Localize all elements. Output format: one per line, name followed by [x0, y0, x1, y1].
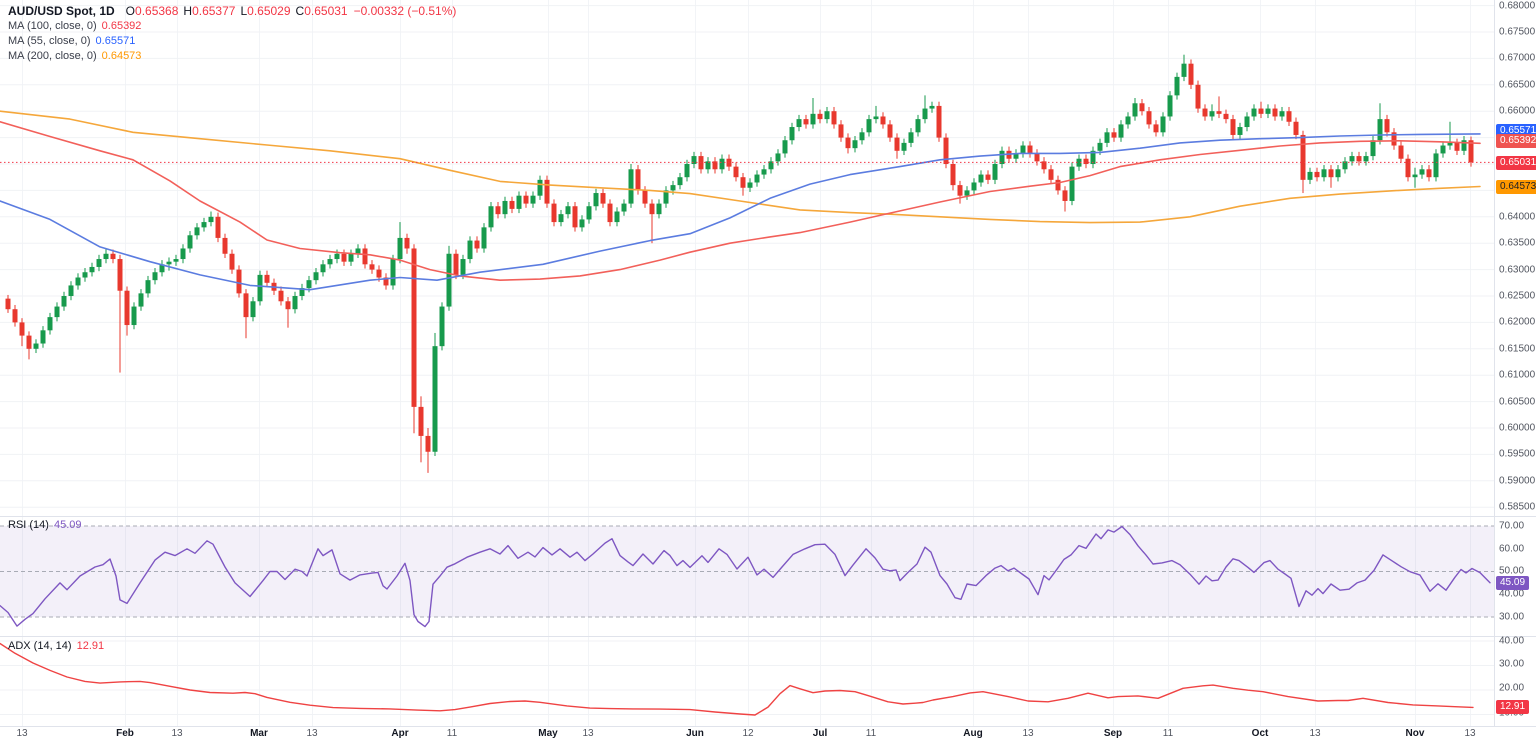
- price-axis-label: 0.68000: [1499, 0, 1536, 12]
- price-axis-label: 0.60000: [1499, 422, 1536, 434]
- ma-legend-row[interactable]: MA (100, close, 0) 0.65392: [8, 19, 456, 34]
- close-value: 0.65031: [304, 4, 348, 18]
- ma-legend: MA (100, close, 0) 0.65392 MA (55, close, …: [8, 19, 456, 64]
- pane-separator-rsi[interactable]: [0, 516, 1536, 517]
- price-axis-label: 0.61500: [1499, 343, 1536, 355]
- legend: AUD/USD Spot, 1D O0.65368 H0.65377 L0.65029…: [8, 3, 456, 64]
- rsi-axis-label: 50.00: [1499, 565, 1525, 577]
- ma-legend-row[interactable]: MA (200, close, 0) 0.64573: [8, 49, 456, 64]
- adx-pane-label: ADX (14, 14) 12.91: [8, 640, 104, 652]
- ma200-line: [0, 110, 1481, 224]
- candles: [5, 54, 1474, 473]
- time-axis-separator: [0, 726, 1536, 727]
- price-axis-label: 0.67500: [1499, 26, 1536, 38]
- time-axis-label: May: [538, 728, 558, 739]
- time-axis-label: Aug: [963, 728, 983, 739]
- time-axis-label: 11: [865, 728, 877, 739]
- time-axis-label: 11: [446, 728, 458, 739]
- price-axis-label: 0.62500: [1499, 290, 1536, 302]
- price-axis-label: 0.60500: [1499, 396, 1536, 408]
- ma-name: MA (200, close, 0): [8, 50, 97, 62]
- high-value: 0.65377: [192, 4, 236, 18]
- symbol-title[interactable]: AUD/USD Spot, 1D: [8, 4, 115, 18]
- rsi-pane-label: RSI (14) 45.09: [8, 519, 82, 531]
- time-axis-label: Jun: [686, 728, 704, 739]
- change-value: −0.00332 (−0.51%): [353, 4, 457, 18]
- price-axis-label: 0.63000: [1499, 264, 1536, 276]
- ma-value: 0.65571: [95, 35, 136, 47]
- price-axis-separator: [1494, 0, 1495, 726]
- price-axis-label: 0.67000: [1499, 52, 1536, 64]
- symbol-ohlc-row: AUD/USD Spot, 1D O0.65368 H0.65377 L0.65029…: [8, 3, 456, 19]
- ma-value: 0.64573: [101, 50, 142, 62]
- time-axis-label: 13: [171, 728, 183, 739]
- last-price-badge: 0.65031: [1496, 155, 1536, 170]
- time-axis-label: 13: [582, 728, 594, 739]
- time-axis-label: Jul: [812, 728, 828, 739]
- rsi-axis-label: 40.00: [1499, 588, 1525, 600]
- adx-axis-label: 20.00: [1499, 682, 1525, 694]
- ma-legend-row[interactable]: MA (55, close, 0) 0.65571: [8, 34, 456, 49]
- open-label: O: [125, 4, 136, 18]
- time-axis-label: Apr: [391, 728, 409, 739]
- rsi-value: 45.09: [53, 519, 82, 531]
- price-axis-label: 0.63500: [1499, 237, 1536, 249]
- low-value: 0.65029: [247, 4, 291, 18]
- rsi-value-badge: 45.09: [1496, 575, 1530, 590]
- time-axis-label: 13: [1022, 728, 1034, 739]
- time-axis-label: Oct: [1251, 728, 1269, 739]
- time-axis-label: 13: [1309, 728, 1321, 739]
- open-value: 0.65368: [135, 4, 179, 18]
- rsi-line: [0, 525, 1491, 628]
- adx-value: 12.91: [76, 640, 105, 652]
- time-axis-label: 13: [306, 728, 318, 739]
- adx-line: [0, 642, 1474, 716]
- ma-name: MA (100, close, 0): [8, 20, 97, 32]
- price-axis-label: 0.61000: [1499, 369, 1536, 381]
- adx-axis-label: 40.00: [1499, 635, 1525, 647]
- price-axis-label: 0.64000: [1499, 211, 1536, 223]
- price-axis-label: 0.66500: [1499, 79, 1536, 91]
- rsi-axis-label: 60.00: [1499, 543, 1525, 555]
- ma-value: 0.65392: [101, 20, 142, 32]
- time-axis-label: Feb: [116, 728, 134, 739]
- time-axis-label: Nov: [1405, 728, 1425, 739]
- ma100-price-badge: 0.65392: [1496, 134, 1536, 148]
- high-label: H: [183, 4, 193, 18]
- time-axis-label: 12: [742, 728, 754, 739]
- low-label: L: [240, 4, 248, 18]
- time-axis-label: 11: [1162, 728, 1174, 739]
- rsi-axis-label: 30.00: [1499, 611, 1525, 623]
- price-axis-label: 0.59000: [1499, 475, 1536, 487]
- time-axis-label: 13: [16, 728, 28, 739]
- time-axis-label: 13: [1464, 728, 1476, 739]
- rsi-label[interactable]: RSI (14): [8, 519, 49, 531]
- adx-axis-label: 30.00: [1499, 658, 1525, 669]
- ma55-line: [0, 133, 1481, 291]
- price-axis-label: 0.66000: [1499, 105, 1536, 117]
- rsi-axis-label: 70.00: [1499, 520, 1525, 532]
- close-label: C: [295, 4, 305, 18]
- pane-separator-adx[interactable]: [0, 636, 1536, 637]
- ma-name: MA (55, close, 0): [8, 35, 91, 47]
- adx-value-badge: 12.91: [1496, 700, 1530, 715]
- price-axis-label: 0.62000: [1499, 316, 1536, 328]
- price-axis-label: 0.58500: [1499, 501, 1536, 513]
- ma100-line: [0, 121, 1481, 282]
- price-axis-label: 0.59500: [1499, 448, 1536, 460]
- time-axis-label: Mar: [250, 728, 268, 739]
- time-axis-label: Sep: [1103, 728, 1123, 739]
- ma200-price-badge: 0.64573: [1496, 180, 1536, 194]
- adx-label[interactable]: ADX (14, 14): [8, 640, 72, 652]
